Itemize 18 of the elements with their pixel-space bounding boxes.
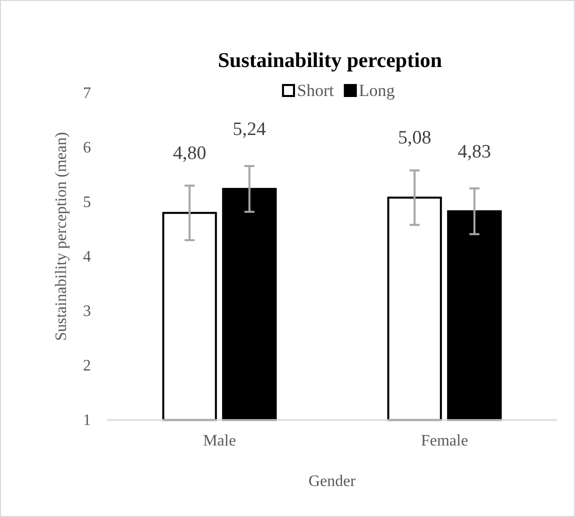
y-axis-title: Sustainability perception (mean) — [53, 132, 70, 341]
x-tick-label: Female — [420, 432, 468, 450]
data-label: 5,08 — [398, 128, 432, 149]
data-label: 4,80 — [172, 142, 206, 164]
y-tick-label: 4 — [83, 248, 91, 266]
y-tick-label: 2 — [83, 358, 91, 375]
y-tick-label: 7 — [83, 85, 91, 102]
y-tick-label: 5 — [83, 194, 91, 212]
data-label: 4,83 — [458, 141, 492, 162]
data-label: 5,24 — [232, 118, 267, 140]
chart-title: Sustainability perception — [218, 48, 442, 72]
y-tick-label: 6 — [83, 140, 91, 157]
x-tick-label: Male — [203, 432, 236, 450]
legend-label: Short — [297, 81, 334, 100]
y-tick-label: 1 — [83, 412, 91, 430]
legend-label: Long — [358, 81, 396, 100]
x-axis-title: Gender — [308, 473, 356, 490]
y-tick-label: 3 — [83, 303, 91, 320]
